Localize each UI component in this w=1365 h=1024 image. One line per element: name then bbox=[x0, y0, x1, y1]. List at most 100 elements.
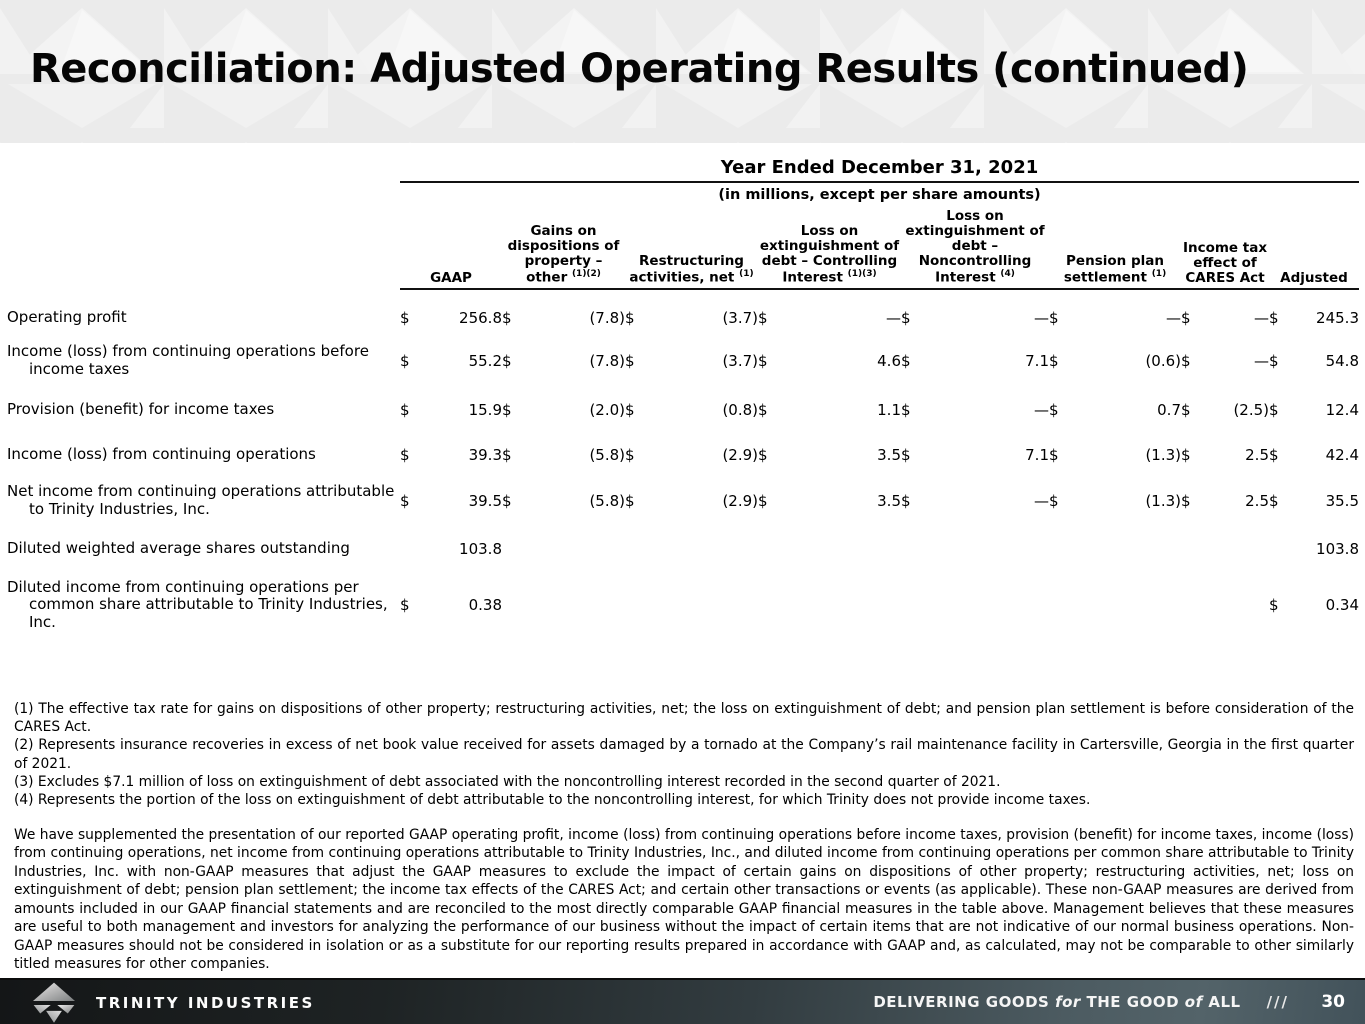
cell-value: (1.3) bbox=[1145, 445, 1181, 464]
table-cell: $ — bbox=[758, 290, 901, 336]
cell-value: — bbox=[1254, 309, 1269, 328]
cell-value: (0.8) bbox=[722, 400, 758, 419]
column-header: Pension plan settlement (1) bbox=[1049, 209, 1181, 291]
dollar-sign bbox=[1269, 540, 1279, 558]
table-row: Diluted income from continuing operation… bbox=[7, 572, 1359, 638]
dollar-sign: $ bbox=[400, 596, 410, 615]
table-cell: $39.5 bbox=[400, 476, 502, 525]
footnotes: (1) The effective tax rate for gains on … bbox=[14, 700, 1354, 809]
table-cell: $ (2.9) bbox=[625, 476, 758, 525]
cell-value: 2.5 bbox=[1245, 445, 1269, 464]
table-cell: $7.1 bbox=[901, 336, 1049, 386]
dollar-sign: $ bbox=[625, 445, 635, 464]
table-cell bbox=[901, 572, 1049, 638]
dollar-sign: $ bbox=[625, 309, 635, 328]
cell-value: 39.3 bbox=[468, 445, 502, 464]
reconciliation-table-section: Year Ended December 31, 2021 (in million… bbox=[7, 157, 1359, 638]
dollar-sign: $ bbox=[502, 400, 512, 419]
cell-value: 15.9 bbox=[468, 400, 502, 419]
table-cell: $256.8 bbox=[400, 290, 502, 336]
cell-value: 3.5 bbox=[877, 491, 901, 510]
cell-value: — bbox=[1034, 491, 1049, 510]
table-cell: $ — bbox=[1049, 290, 1181, 336]
row-label: Net income from continuing operations at… bbox=[7, 481, 395, 518]
table-cell bbox=[502, 572, 625, 638]
dollar-sign: $ bbox=[1049, 491, 1059, 510]
dollar-sign: $ bbox=[901, 309, 911, 328]
table-cell: $245.3 bbox=[1269, 290, 1359, 336]
cell-value: 0.34 bbox=[1325, 596, 1359, 615]
cell-value: (2.0) bbox=[589, 400, 625, 419]
table-cell: $4.6 bbox=[758, 336, 901, 386]
period-header: Year Ended December 31, 2021 bbox=[400, 157, 1359, 183]
cell-value: — bbox=[1254, 352, 1269, 371]
table-cell bbox=[1181, 572, 1269, 638]
table-cell: $1.1 bbox=[758, 386, 901, 433]
table-cell: $0.7 bbox=[1049, 386, 1181, 433]
cell-value: (3.7) bbox=[722, 352, 758, 371]
dollar-sign: $ bbox=[400, 445, 410, 464]
cell-value: 1.1 bbox=[877, 400, 901, 419]
cell-value: (5.8) bbox=[589, 445, 625, 464]
table-row: Diluted weighted average shares outstand… bbox=[7, 525, 1359, 572]
table-cell bbox=[758, 572, 901, 638]
cell-value: 245.3 bbox=[1316, 309, 1359, 328]
table-cell bbox=[758, 525, 901, 572]
table-cell: $ — bbox=[1181, 336, 1269, 386]
dollar-sign: $ bbox=[758, 491, 768, 510]
column-header: GAAP bbox=[400, 209, 502, 291]
cell-value: 12.4 bbox=[1325, 400, 1359, 419]
table-cell: $3.5 bbox=[758, 433, 901, 476]
table-cell: $ (1.3) bbox=[1049, 476, 1181, 525]
footer-tagline: DELIVERING GOODS for THE GOOD of ALL bbox=[873, 993, 1241, 1011]
cell-value: 7.1 bbox=[1025, 445, 1049, 464]
cell-value: 7.1 bbox=[1025, 352, 1049, 371]
dollar-sign: $ bbox=[625, 352, 635, 371]
cell-value: — bbox=[1034, 309, 1049, 328]
footer-bar: TRINITY INDUSTRIES DELIVERING GOODS for … bbox=[0, 978, 1365, 1024]
dollar-sign: $ bbox=[1269, 596, 1279, 615]
units-note: (in millions, except per share amounts) bbox=[718, 187, 1041, 203]
cell-value: 0.38 bbox=[468, 596, 502, 615]
table-cell: $42.4 bbox=[1269, 433, 1359, 476]
table-cell: $ (0.6) bbox=[1049, 336, 1181, 386]
table-cell bbox=[901, 525, 1049, 572]
cell-value: 256.8 bbox=[459, 309, 502, 328]
footnote: (3) Excludes $7.1 million of loss on ext… bbox=[14, 773, 1001, 790]
table-cell: $15.9 bbox=[400, 386, 502, 433]
table-cell: $0.38 bbox=[400, 572, 502, 638]
dollar-sign: $ bbox=[502, 445, 512, 464]
column-header: Restructuring activities, net (1) bbox=[625, 209, 758, 291]
dollar-sign: $ bbox=[1269, 445, 1279, 464]
row-label: Provision (benefit) for income taxes bbox=[7, 399, 275, 418]
table-cell: $39.3 bbox=[400, 433, 502, 476]
dollar-sign: $ bbox=[1269, 352, 1279, 371]
column-header: Gains on dispositions of property – othe… bbox=[502, 209, 625, 291]
dollar-sign: $ bbox=[502, 352, 512, 371]
dollar-sign: $ bbox=[1181, 309, 1191, 328]
dollar-sign: $ bbox=[758, 400, 768, 419]
cell-value: 103.8 bbox=[1316, 539, 1359, 558]
dollar-sign: $ bbox=[1049, 309, 1059, 328]
triangle-pattern-decoration bbox=[0, 0, 1365, 143]
table-row: Operating profit $256.8 $ (7.8) $ (3.7) $ — $ — $ —… bbox=[7, 290, 1359, 336]
row-label: Diluted income from continuing operation… bbox=[7, 577, 388, 631]
dollar-sign: $ bbox=[901, 491, 911, 510]
cell-value: (1.3) bbox=[1145, 491, 1181, 510]
dollar-sign: $ bbox=[400, 400, 410, 419]
table-cell: $ (1.3) bbox=[1049, 433, 1181, 476]
table-cell bbox=[1049, 525, 1181, 572]
cell-value: 35.5 bbox=[1325, 491, 1359, 510]
cell-value: 2.5 bbox=[1245, 491, 1269, 510]
column-header-row: GAAP Gains on dispositions of property – … bbox=[7, 208, 1359, 291]
table-row: Income (loss) from continuing operations… bbox=[7, 336, 1359, 386]
table-cell: $ (0.8) bbox=[625, 386, 758, 433]
dollar-sign: $ bbox=[400, 491, 410, 510]
dollar-sign: $ bbox=[1181, 352, 1191, 371]
page-number: 30 bbox=[1321, 992, 1345, 1012]
cell-value: (0.6) bbox=[1145, 352, 1181, 371]
cell-value: 54.8 bbox=[1325, 352, 1359, 371]
cell-value: 42.4 bbox=[1325, 445, 1359, 464]
dollar-sign: $ bbox=[625, 491, 635, 510]
